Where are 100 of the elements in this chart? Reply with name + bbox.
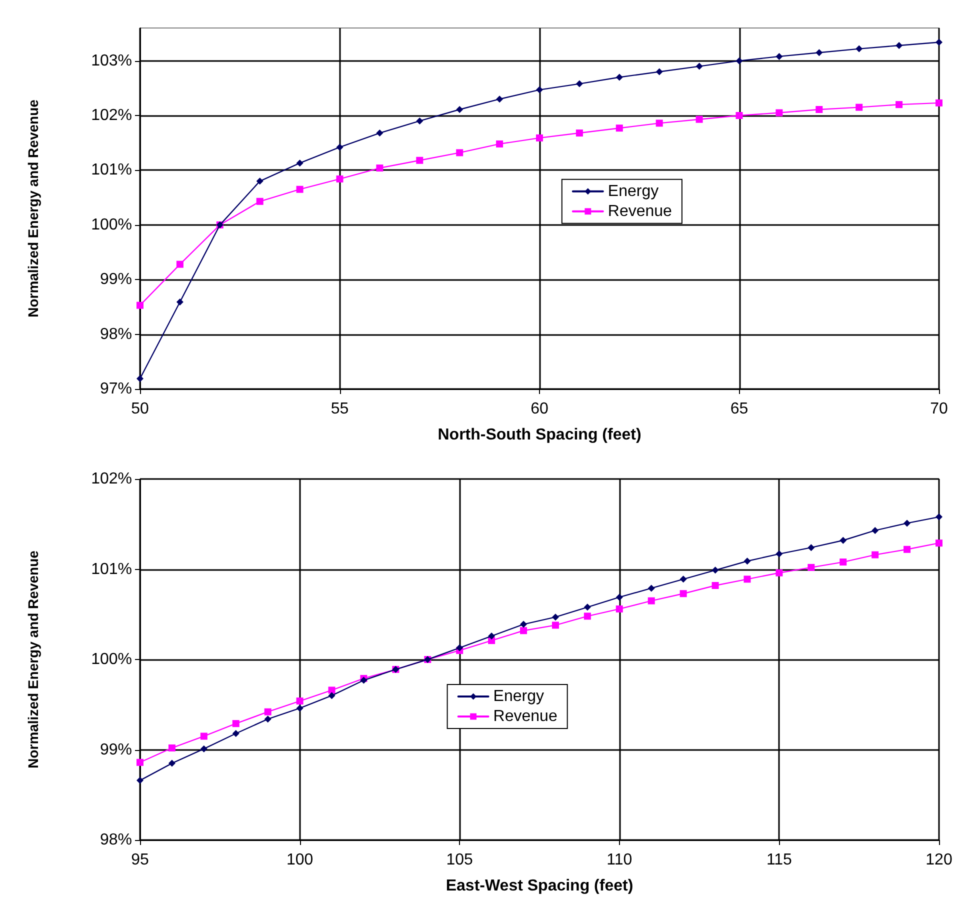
point <box>576 80 583 88</box>
point <box>896 42 903 50</box>
point <box>616 594 623 601</box>
y-tick-label: 99% <box>100 741 132 758</box>
point <box>536 134 543 142</box>
point <box>856 45 863 52</box>
point <box>840 558 847 566</box>
y-axis-title: Normalized Energy and Revenue <box>25 99 41 318</box>
point <box>616 74 623 81</box>
point <box>856 104 863 111</box>
point <box>376 130 384 137</box>
point <box>296 186 304 193</box>
point <box>736 57 743 64</box>
x-tick-label: 55 <box>330 400 349 418</box>
point <box>136 758 144 766</box>
point <box>520 627 528 634</box>
point <box>456 644 464 652</box>
y-axis-title: Normalized Energy and Revenue <box>25 550 41 768</box>
point <box>936 513 942 520</box>
x-tick-label: 105 <box>446 852 474 868</box>
x-tick-label: 110 <box>606 852 632 868</box>
legend-label: Energy <box>493 688 544 705</box>
y-tick-label: 101% <box>91 560 132 578</box>
point <box>136 302 144 309</box>
point <box>576 130 583 137</box>
point <box>680 576 687 583</box>
y-tick-label: 101% <box>91 162 132 179</box>
x-tick-label: 50 <box>131 400 149 418</box>
point <box>328 686 336 694</box>
point <box>336 175 344 182</box>
point <box>584 604 591 611</box>
legend-label: Energy <box>608 182 659 200</box>
point <box>936 38 942 46</box>
point <box>328 692 336 700</box>
legend-label: Revenue <box>493 708 558 725</box>
point <box>264 716 272 723</box>
point <box>680 590 687 598</box>
point <box>616 605 623 612</box>
point <box>456 149 464 156</box>
y-tick-label: 98% <box>100 832 132 848</box>
point <box>656 68 663 76</box>
point <box>256 178 264 185</box>
point <box>896 101 903 108</box>
y-tick-label: 103% <box>91 52 132 70</box>
point <box>296 160 304 167</box>
point <box>776 109 783 116</box>
point <box>168 744 176 752</box>
point <box>616 124 623 132</box>
point <box>656 120 663 127</box>
y-tick-label: 100% <box>91 216 132 234</box>
point <box>416 156 424 164</box>
point <box>936 540 942 547</box>
x-tick-label: 115 <box>766 852 792 868</box>
point <box>200 732 208 740</box>
x-tick-label: 65 <box>730 400 748 418</box>
point <box>904 520 911 527</box>
point <box>696 116 703 123</box>
point <box>168 760 176 767</box>
point <box>496 140 504 148</box>
x-tick-label: 70 <box>930 400 948 418</box>
point <box>136 375 144 382</box>
point <box>776 569 783 576</box>
point <box>520 620 528 628</box>
point <box>584 612 591 620</box>
y-tick-label: 100% <box>91 651 132 668</box>
point <box>176 298 184 306</box>
y-tick-label: 99% <box>100 271 132 288</box>
point <box>648 597 655 604</box>
point <box>696 62 703 70</box>
point <box>648 584 655 592</box>
point <box>808 544 815 552</box>
point <box>712 582 719 589</box>
x-axis-title: East-West Spacing (feet) <box>446 878 634 894</box>
point <box>456 106 464 113</box>
point <box>232 720 240 728</box>
y-tick-label: 97% <box>100 380 132 398</box>
y-tick-label: 102% <box>91 107 132 124</box>
point <box>264 708 272 716</box>
x-tick-label: 120 <box>926 852 952 868</box>
point <box>536 86 543 94</box>
point <box>744 576 751 583</box>
point <box>232 730 240 738</box>
point <box>488 632 496 640</box>
point <box>176 260 184 268</box>
legend-label: Revenue <box>608 202 672 220</box>
x-tick-label: 60 <box>530 400 548 418</box>
y-tick-label: 98% <box>100 326 132 343</box>
point <box>496 96 504 103</box>
point <box>552 622 559 629</box>
point <box>296 704 304 712</box>
point <box>776 52 783 60</box>
point <box>872 526 879 534</box>
point <box>816 49 823 56</box>
x-axis-title: North-South Spacing (feet) <box>438 426 642 444</box>
point <box>776 550 783 558</box>
point <box>808 564 815 571</box>
point <box>840 536 847 544</box>
x-tick-label: 95 <box>131 852 149 868</box>
point <box>136 776 144 784</box>
point <box>376 164 384 172</box>
